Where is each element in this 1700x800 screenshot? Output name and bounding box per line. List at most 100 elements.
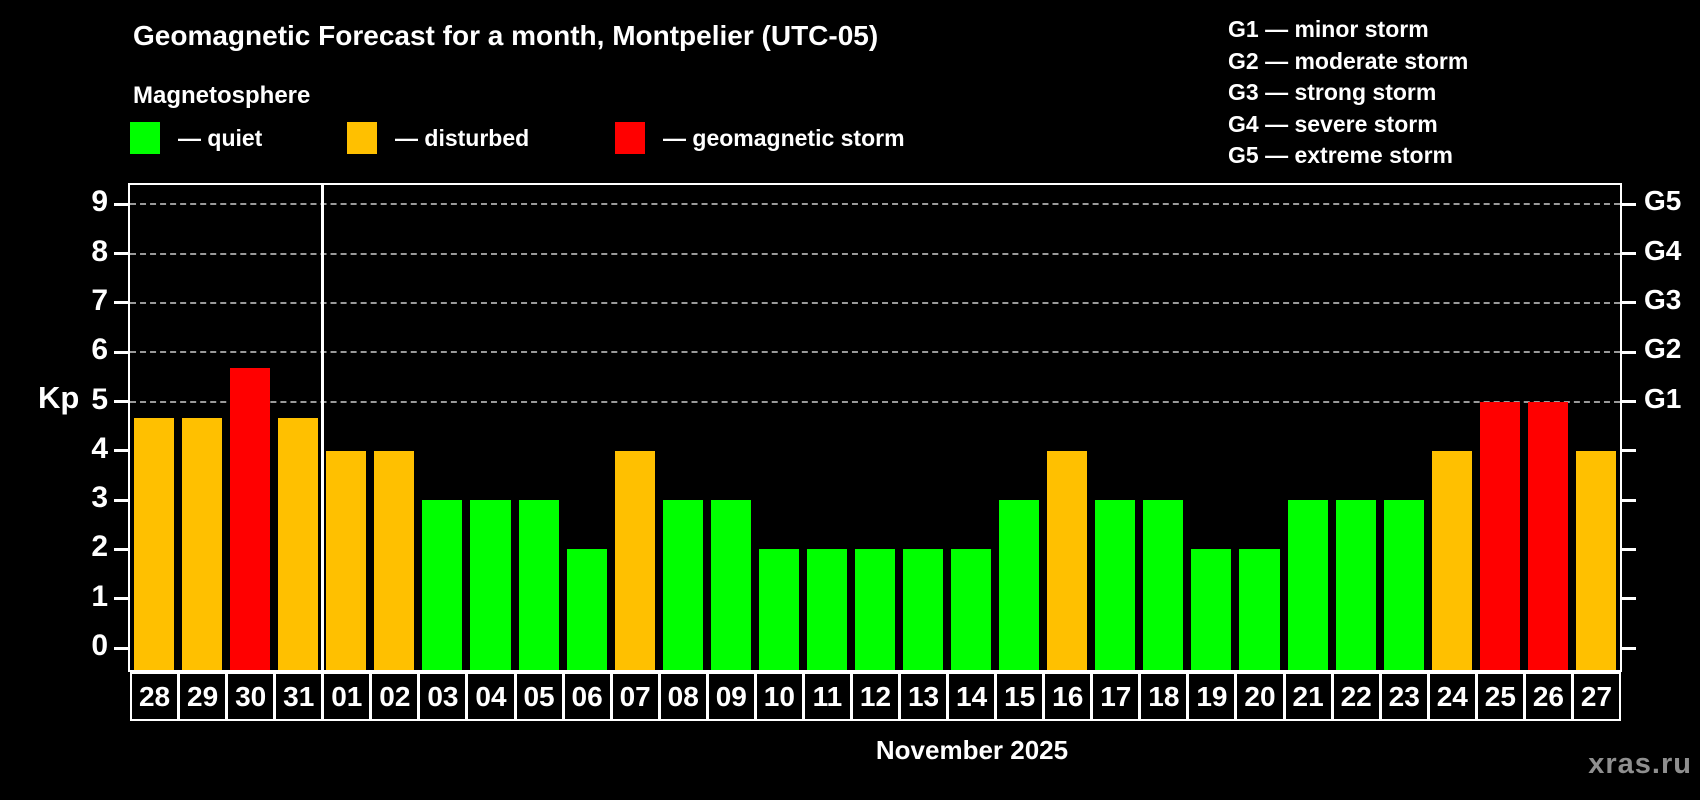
y-tick-label-2: 2 bbox=[91, 530, 108, 564]
date-cell-30: 30 bbox=[226, 672, 276, 721]
bar-day-17 bbox=[1095, 500, 1136, 670]
date-cell-23: 23 bbox=[1379, 672, 1429, 721]
bar-day-31 bbox=[278, 417, 319, 670]
gridline-kp9 bbox=[130, 203, 1620, 206]
g-legend-item-g4: G4 — severe storm bbox=[1228, 110, 1438, 137]
y-tick-label-8: 8 bbox=[91, 234, 108, 268]
y-tick-right-5 bbox=[1622, 400, 1636, 403]
g-axis-label-g2: G2 bbox=[1644, 333, 1682, 365]
bar-day-22 bbox=[1335, 500, 1376, 670]
g-scale-legend: G1 — minor storm G2 — moderate storm G3 — … bbox=[1228, 14, 1468, 172]
date-cell-16: 16 bbox=[1043, 672, 1093, 721]
date-cell-22: 22 bbox=[1331, 672, 1381, 721]
bar-day-12 bbox=[854, 549, 896, 670]
date-cell-13: 13 bbox=[899, 672, 949, 721]
g-axis-label-g4: G4 bbox=[1644, 234, 1682, 266]
bar-day-01 bbox=[326, 450, 367, 670]
bar-day-23 bbox=[1383, 500, 1424, 670]
date-cell-14: 14 bbox=[947, 672, 997, 721]
bar-day-05 bbox=[518, 500, 559, 670]
legend-label-quiet: — quiet bbox=[178, 124, 263, 151]
magnetosphere-legend: — quiet — disturbed — geomagnetic storm bbox=[130, 120, 1030, 158]
y-tick-right-9 bbox=[1622, 202, 1636, 206]
date-cell-03: 03 bbox=[418, 672, 468, 721]
bar-day-15 bbox=[999, 500, 1040, 670]
g-axis-label-g3: G3 bbox=[1644, 283, 1682, 315]
date-cell-09: 09 bbox=[706, 672, 756, 721]
date-cell-24: 24 bbox=[1427, 672, 1477, 721]
x-axis-month-label: November 2025 bbox=[875, 735, 1069, 765]
legend-label-storm: — geomagnetic storm bbox=[663, 124, 905, 151]
y-tick-right-0 bbox=[1622, 646, 1636, 650]
legend-item-quiet: — quiet bbox=[130, 120, 262, 156]
bar-day-02 bbox=[374, 450, 415, 670]
bar-day-24 bbox=[1431, 450, 1472, 670]
g-legend-item-g1: G1 — minor storm bbox=[1228, 16, 1429, 42]
date-cell-04: 04 bbox=[466, 672, 516, 721]
bar-day-25 bbox=[1479, 401, 1520, 670]
date-cell-10: 10 bbox=[754, 672, 804, 721]
date-cell-02: 02 bbox=[370, 672, 420, 721]
date-cell-05: 05 bbox=[514, 672, 564, 721]
date-cell-20: 20 bbox=[1235, 672, 1285, 721]
date-cell-28: 28 bbox=[130, 672, 180, 721]
y-tick-label-1: 1 bbox=[91, 579, 108, 613]
y-tick-label-4: 4 bbox=[91, 431, 108, 465]
y-tick-left-0 bbox=[114, 646, 128, 650]
date-cell-12: 12 bbox=[850, 672, 901, 721]
legend-item-storm: — geomagnetic storm bbox=[615, 120, 905, 156]
bar-day-14 bbox=[951, 549, 992, 670]
gridline-kp7 bbox=[130, 301, 1620, 304]
date-cell-06: 06 bbox=[562, 672, 612, 721]
plot-area bbox=[128, 183, 1622, 672]
bar-day-13 bbox=[903, 549, 944, 670]
date-cell-27: 27 bbox=[1571, 672, 1621, 721]
date-cell-17: 17 bbox=[1091, 672, 1141, 721]
bar-day-09 bbox=[710, 500, 751, 670]
g-axis-label-g1: G1 bbox=[1644, 382, 1682, 414]
bar-day-11 bbox=[806, 549, 847, 670]
gridline-kp6 bbox=[130, 351, 1620, 354]
y-tick-left-9 bbox=[114, 202, 128, 206]
bar-day-04 bbox=[470, 500, 511, 670]
bar-day-19 bbox=[1191, 549, 1232, 670]
y-tick-left-1 bbox=[114, 597, 128, 601]
bar-day-08 bbox=[662, 500, 703, 670]
legend-item-disturbed: — disturbed bbox=[347, 120, 529, 156]
bar-day-16 bbox=[1047, 450, 1088, 670]
y-tick-label-5: 5 bbox=[91, 382, 108, 416]
legend-label-disturbed: — disturbed bbox=[395, 124, 530, 151]
bar-day-28 bbox=[134, 417, 175, 670]
y-tick-left-8 bbox=[114, 252, 128, 256]
y-tick-label-7: 7 bbox=[91, 283, 108, 317]
gridline-kp5 bbox=[130, 400, 1620, 403]
y-tick-left-6 bbox=[114, 350, 128, 354]
y-tick-label-0: 0 bbox=[91, 629, 108, 662]
chart-subtitle: Magnetosphere bbox=[133, 82, 311, 109]
bar-day-20 bbox=[1239, 549, 1280, 670]
date-cell-15: 15 bbox=[995, 672, 1045, 721]
y-tick-right-3 bbox=[1622, 498, 1636, 502]
date-cell-11: 11 bbox=[802, 672, 852, 721]
bar-day-03 bbox=[422, 500, 463, 670]
date-cell-25: 25 bbox=[1475, 672, 1525, 721]
y-tick-left-3 bbox=[114, 498, 128, 502]
y-tick-right-2 bbox=[1622, 547, 1636, 551]
bar-day-29 bbox=[182, 417, 223, 670]
storm-swatch-icon bbox=[615, 122, 645, 154]
date-cell-08: 08 bbox=[658, 672, 708, 721]
y-tick-right-4 bbox=[1622, 449, 1636, 453]
bar-day-10 bbox=[758, 549, 799, 670]
date-cell-31: 31 bbox=[274, 672, 324, 721]
y-tick-left-7 bbox=[114, 301, 128, 305]
g-legend-item-g5: G5 — extreme storm bbox=[1228, 142, 1453, 168]
month-divider-line bbox=[320, 185, 324, 670]
y-tick-left-4 bbox=[114, 449, 128, 453]
gridline-kp8 bbox=[130, 252, 1620, 255]
y-tick-left-5 bbox=[114, 400, 128, 403]
y-tick-label-6: 6 bbox=[91, 333, 108, 367]
date-cell-18: 18 bbox=[1139, 672, 1189, 721]
date-cell-01: 01 bbox=[322, 672, 372, 721]
y-tick-right-8 bbox=[1622, 252, 1636, 256]
y-tick-left-2 bbox=[114, 547, 128, 551]
